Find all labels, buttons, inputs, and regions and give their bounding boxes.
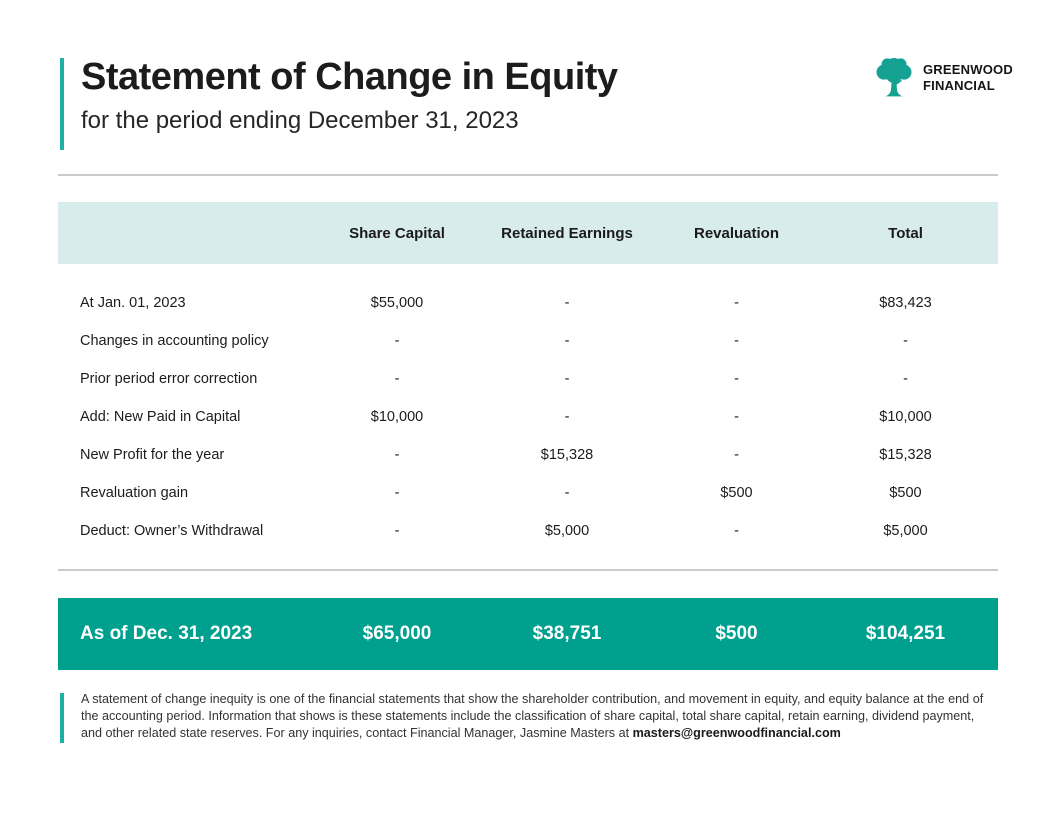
- cell-total: $10,000: [879, 409, 932, 425]
- cell-total: -: [903, 333, 908, 349]
- footer-note: A statement of change inequity is one of…: [60, 691, 998, 743]
- title-accent-bar: [60, 58, 64, 150]
- table-header-row: Share Capital Retained Earnings Revaluat…: [58, 202, 998, 264]
- cell-retained-earnings: -: [564, 409, 570, 425]
- contact-email: masters@greenwoodfinancial.com: [632, 726, 841, 740]
- row-label: Changes in accounting policy: [80, 333, 269, 349]
- table-row: Add: New Paid in Capital $10,000 - - $10…: [58, 398, 998, 436]
- brand-name-line1: GREENWOOD: [923, 62, 1013, 77]
- total-share-capital: $65,000: [362, 623, 432, 644]
- cell-retained-earnings: -: [564, 333, 570, 349]
- cell-share-capital: -: [394, 371, 400, 387]
- column-header-retained-earnings: Retained Earnings: [501, 224, 633, 242]
- row-label: Deduct: Owner’s Withdrawal: [80, 523, 264, 539]
- table-row: New Profit for the year - $15,328 - $15,…: [58, 436, 998, 474]
- cell-share-capital: $10,000: [370, 409, 424, 425]
- table-body: At Jan. 01, 2023 $55,000 - - $83,423 Cha…: [58, 284, 998, 550]
- cell-retained-earnings: -: [564, 295, 570, 311]
- cell-revaluation: $500: [720, 485, 753, 501]
- tree-icon: [874, 56, 914, 100]
- cell-total: -: [903, 371, 908, 387]
- footnote-text: A statement of change inequity is one of…: [81, 691, 993, 742]
- cell-share-capital: -: [394, 523, 400, 539]
- brand-name: GREENWOOD FINANCIAL: [923, 62, 1013, 94]
- cell-total: $15,328: [879, 447, 932, 463]
- table-row: At Jan. 01, 2023 $55,000 - - $83,423: [58, 284, 998, 322]
- bottom-divider: [58, 569, 998, 571]
- cell-retained-earnings: $5,000: [544, 523, 590, 539]
- brand-logo: GREENWOOD FINANCIAL: [874, 56, 1013, 100]
- cell-revaluation: -: [734, 333, 739, 349]
- table-row: Changes in accounting policy - - - -: [58, 322, 998, 360]
- footnote-body: A statement of change inequity is one of…: [81, 692, 984, 740]
- row-label: Prior period error correction: [80, 371, 258, 387]
- page-subtitle: for the period ending December 31, 2023: [81, 106, 519, 134]
- footnote-accent-bar: [60, 693, 64, 743]
- cell-retained-earnings: -: [564, 371, 570, 387]
- cell-revaluation: -: [734, 295, 739, 311]
- total-total: $104,251: [865, 623, 946, 644]
- document-header: Statement of Change in Equity for the pe…: [60, 55, 880, 150]
- page-title: Statement of Change in Equity: [81, 56, 618, 98]
- total-row-label: As of Dec. 31, 2023: [80, 623, 253, 644]
- row-label: New Profit for the year: [80, 447, 225, 463]
- total-row: As of Dec. 31, 2023 $65,000 $38,751 $500…: [58, 598, 998, 670]
- column-header-revaluation: Revaluation: [693, 224, 780, 242]
- row-label: At Jan. 01, 2023: [80, 295, 186, 311]
- row-label: Add: New Paid in Capital: [80, 409, 241, 425]
- cell-share-capital: -: [394, 333, 400, 349]
- cell-share-capital: -: [394, 485, 400, 501]
- cell-revaluation: -: [734, 409, 739, 425]
- table-row: Revaluation gain - - $500 $500: [58, 474, 998, 512]
- top-divider: [58, 174, 998, 176]
- column-header-share-capital: Share Capital: [349, 224, 445, 242]
- row-label: Revaluation gain: [80, 485, 189, 501]
- cell-total: $83,423: [879, 295, 932, 311]
- cell-retained-earnings: -: [564, 485, 570, 501]
- cell-retained-earnings: $15,328: [540, 447, 594, 463]
- cell-revaluation: -: [734, 523, 739, 539]
- cell-revaluation: -: [734, 371, 739, 387]
- total-revaluation: $500: [715, 623, 758, 644]
- total-retained-earnings: $38,751: [532, 623, 602, 644]
- table-row: Deduct: Owner’s Withdrawal - $5,000 - $5…: [58, 512, 998, 550]
- table-row: Prior period error correction - - - -: [58, 360, 998, 398]
- column-header-total: Total: [888, 224, 923, 242]
- cell-total: $500: [889, 485, 922, 501]
- brand-name-line2: FINANCIAL: [923, 78, 995, 93]
- cell-total: $5,000: [883, 523, 928, 539]
- cell-share-capital: $55,000: [370, 295, 424, 311]
- cell-revaluation: -: [734, 447, 739, 463]
- cell-share-capital: -: [394, 447, 400, 463]
